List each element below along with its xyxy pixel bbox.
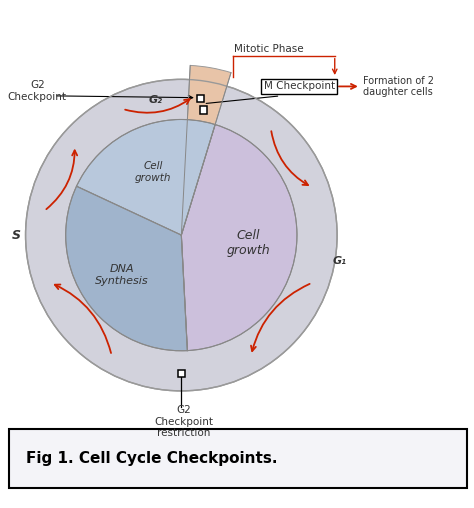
Text: Cell
growth: Cell growth <box>135 161 172 182</box>
Wedge shape <box>66 186 187 351</box>
Circle shape <box>66 119 297 351</box>
Text: M Checkpoint: M Checkpoint <box>264 81 335 91</box>
Text: Mitotic Phase: Mitotic Phase <box>234 44 303 54</box>
Text: Formation of 2
daughter cells: Formation of 2 daughter cells <box>363 76 434 97</box>
Bar <box>200 106 207 114</box>
Wedge shape <box>182 66 231 235</box>
Circle shape <box>26 79 337 391</box>
Bar <box>197 95 204 103</box>
Text: DNA
Synthesis: DNA Synthesis <box>95 265 149 286</box>
Text: G₂: G₂ <box>148 95 162 105</box>
Text: S: S <box>11 229 20 242</box>
Text: G₁: G₁ <box>332 257 346 266</box>
Wedge shape <box>182 124 297 351</box>
Text: Cell
growth: Cell growth <box>226 229 270 257</box>
FancyBboxPatch shape <box>9 429 467 488</box>
Text: Fig 1. Cell Cycle Checkpoints.: Fig 1. Cell Cycle Checkpoints. <box>26 451 277 466</box>
Wedge shape <box>76 119 215 235</box>
Text: G2
Checkpoint: G2 Checkpoint <box>8 80 67 102</box>
Text: G2
Checkpoint
restriction: G2 Checkpoint restriction <box>154 405 213 438</box>
Bar <box>178 370 185 377</box>
